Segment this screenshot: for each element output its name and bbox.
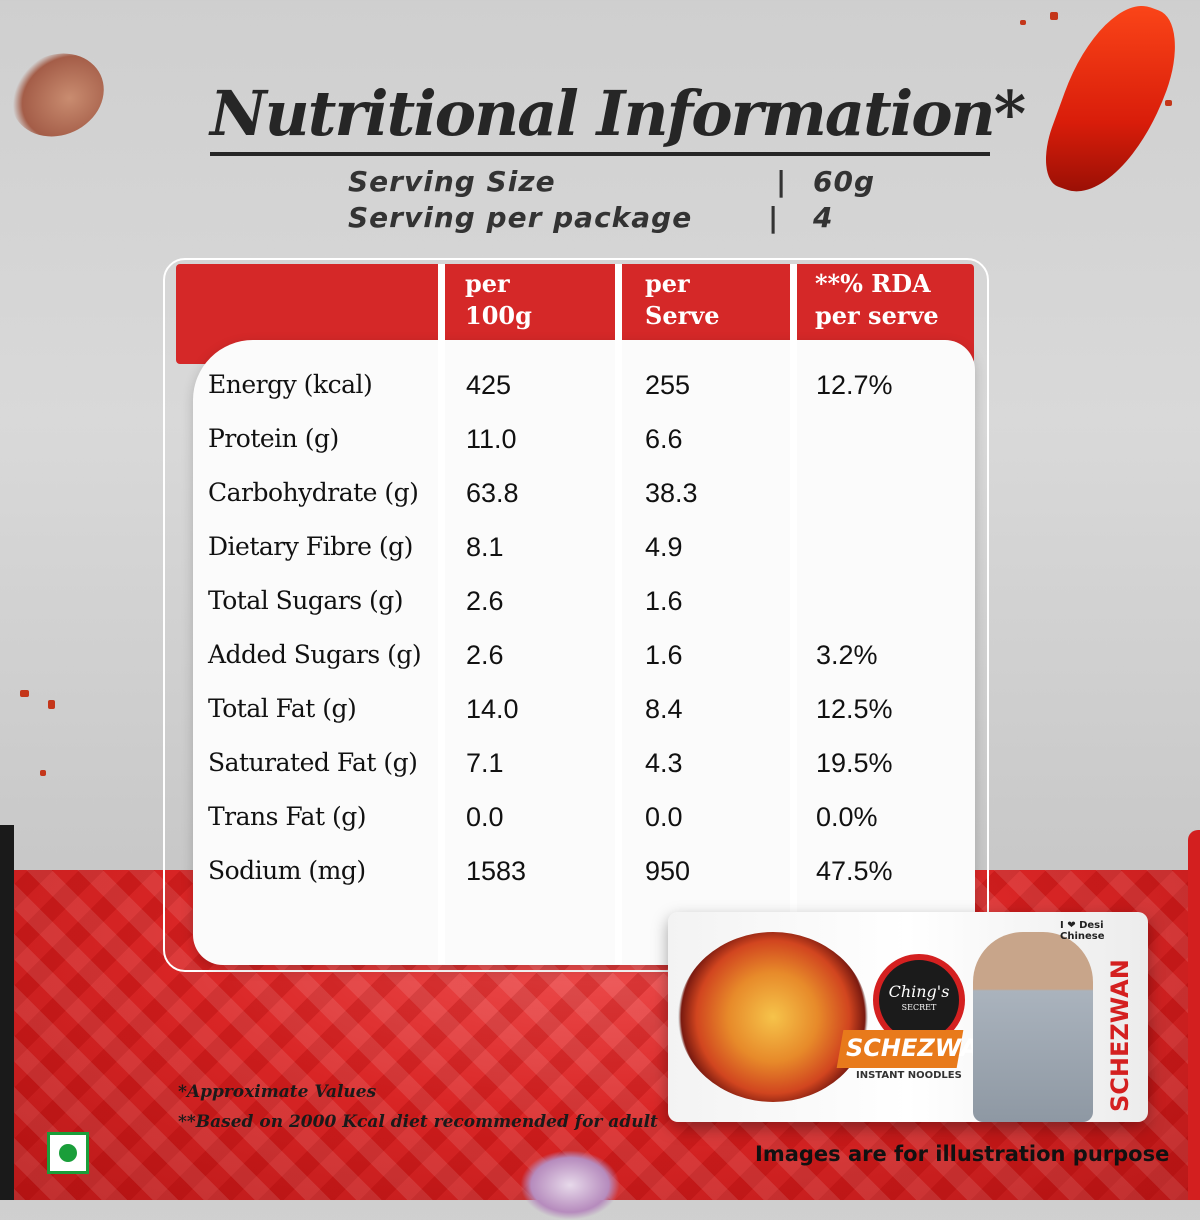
column-divider [615, 264, 622, 964]
nutrient-name: Saturated Fat (g) [208, 748, 418, 777]
ambassador-figure [973, 932, 1093, 1122]
value-per-serve: 38.3 [645, 478, 698, 508]
chili-flake [1020, 20, 1026, 25]
value-rda: 0.0% [816, 802, 878, 832]
header-line: **% RDA [815, 269, 931, 298]
brand-name: Ching's [888, 982, 950, 1001]
chili-flake [1050, 12, 1058, 20]
nutrient-name: Energy (kcal) [208, 370, 373, 399]
value-per-100g: 7.1 [466, 748, 504, 778]
chili-flake [48, 700, 55, 709]
nutrient-name: Carbohydrate (g) [208, 478, 419, 507]
page-title: Nutritional Information* [210, 78, 1026, 156]
serving-value: 60g [813, 165, 876, 198]
serving-separator: | [768, 201, 780, 234]
nutrient-name: Trans Fat (g) [208, 802, 366, 831]
value-per-100g: 2.6 [466, 640, 504, 670]
nutrient-name: Protein (g) [208, 424, 339, 453]
value-per-serve: 4.3 [645, 748, 683, 778]
value-per-serve: 1.6 [645, 640, 683, 670]
nutrient-name: Sodium (mg) [208, 856, 366, 885]
onion-decoration [520, 1150, 620, 1220]
nutrient-name: Total Fat (g) [208, 694, 357, 723]
value-per-100g: 0.0 [466, 802, 504, 832]
value-rda: 12.7% [816, 370, 893, 400]
value-per-serve: 6.6 [645, 424, 683, 454]
value-per-serve: 8.4 [645, 694, 683, 724]
value-per-100g: 8.1 [466, 532, 504, 562]
brand-sub: SECRET [901, 1003, 937, 1012]
value-per-100g: 2.6 [466, 586, 504, 616]
table-frame [163, 258, 989, 972]
veg-dot [59, 1144, 77, 1162]
value-per-100g: 1583 [466, 856, 527, 886]
value-per-serve: 950 [645, 856, 691, 886]
serving-size-line: Serving Size | 60g [348, 165, 874, 198]
product-package-image: Ching's SECRET SCHEZWAN INSTANT NOODLES … [668, 912, 1148, 1122]
servings-per-package-line: Serving per package | 4 [348, 201, 832, 234]
serving-value: 4 [813, 201, 834, 234]
garlic-decoration [0, 38, 118, 152]
chili-flake [20, 690, 29, 697]
left-edge-strip [0, 825, 14, 1200]
product-type: INSTANT NOODLES [856, 1070, 962, 1081]
header-line: Serve [645, 301, 720, 330]
column-divider [790, 264, 797, 964]
chili-flake [1165, 100, 1172, 106]
value-rda: 12.5% [816, 694, 893, 724]
header-per-100g: per 100g [465, 268, 532, 332]
chili-flake [40, 770, 46, 776]
column-divider [438, 264, 445, 964]
nutrient-name: Added Sugars (g) [208, 640, 422, 669]
value-per-100g: 425 [466, 370, 512, 400]
header-line: 100g [465, 301, 532, 330]
value-rda: 19.5% [816, 748, 893, 778]
value-per-serve: 0.0 [645, 802, 683, 832]
veg-mark-icon [47, 1132, 89, 1174]
value-rda: 47.5% [816, 856, 893, 886]
header-line: per [465, 269, 510, 298]
header-rda: **% RDA per serve [815, 268, 939, 332]
value-per-serve: 1.6 [645, 586, 683, 616]
side-flavor-name: SCHEZWAN [1106, 959, 1134, 1112]
serving-label: Serving Size [348, 165, 556, 198]
value-per-serve: 255 [645, 370, 691, 400]
serving-separator: | [776, 165, 788, 198]
header-line: per [645, 269, 690, 298]
value-per-100g: 63.8 [466, 478, 519, 508]
value-per-100g: 14.0 [466, 694, 519, 724]
header-line: per serve [815, 301, 939, 330]
right-edge-strip [1188, 830, 1200, 1200]
value-per-serve: 4.9 [645, 532, 683, 562]
nutrient-name: Dietary Fibre (g) [208, 532, 413, 561]
value-per-100g: 11.0 [466, 424, 517, 454]
illustration-disclaimer: Images are for illustration purpose [755, 1142, 1170, 1166]
serving-label: Serving per package [348, 201, 693, 234]
footnote-rda-basis: **Based on 2000 Kcal diet recommended fo… [178, 1112, 658, 1132]
header-per-serve: per Serve [645, 268, 719, 332]
noodle-bowl-illustration [678, 932, 868, 1102]
nutrient-name: Total Sugars (g) [208, 586, 404, 615]
tagline: I ❤ Desi Chinese [1060, 920, 1105, 942]
value-rda: 3.2% [816, 640, 878, 670]
footnote-approximate: *Approximate Values [178, 1082, 377, 1102]
nutrition-table-panel [193, 340, 975, 965]
